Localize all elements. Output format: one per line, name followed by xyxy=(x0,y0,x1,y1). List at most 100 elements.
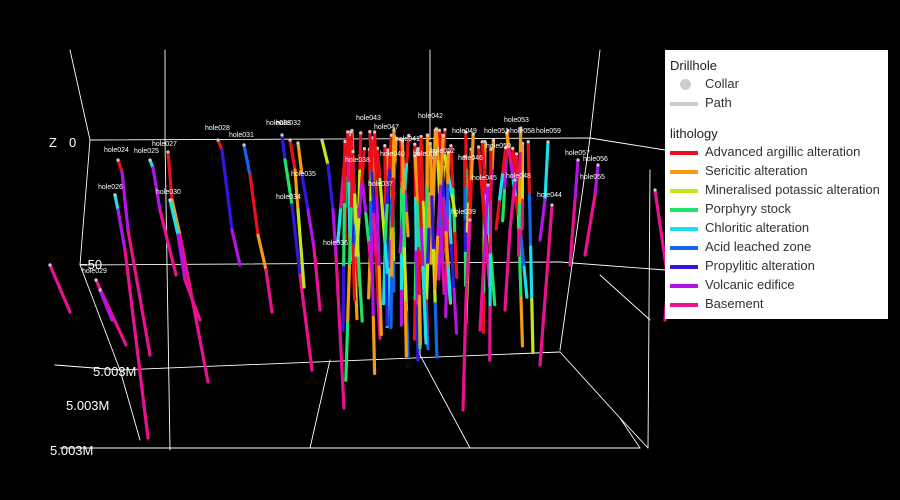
collar-marker[interactable] xyxy=(362,147,366,151)
collar-marker[interactable] xyxy=(505,131,509,135)
legend-item-path[interactable]: Path xyxy=(665,94,888,113)
collar-marker[interactable] xyxy=(419,134,423,139)
drillhole-path[interactable] xyxy=(520,141,525,231)
collar-marker[interactable] xyxy=(425,133,430,137)
drillhole-path[interactable] xyxy=(168,198,202,322)
collar-marker[interactable] xyxy=(514,152,519,156)
collar-marker[interactable] xyxy=(483,139,487,144)
collar-marker[interactable] xyxy=(168,198,172,202)
collar-marker[interactable] xyxy=(449,144,453,148)
collar-marker[interactable] xyxy=(596,163,600,167)
collar-marker[interactable] xyxy=(383,143,387,148)
collar-marker[interactable] xyxy=(443,127,447,132)
collar-marker[interactable] xyxy=(434,127,439,131)
collar-marker[interactable] xyxy=(94,278,98,282)
drillhole-path[interactable] xyxy=(478,183,490,332)
collar-marker[interactable] xyxy=(349,130,353,134)
drillhole-path[interactable] xyxy=(344,150,355,382)
drillhole-path[interactable] xyxy=(296,141,322,312)
collar-marker[interactable] xyxy=(98,288,102,292)
collar-marker[interactable] xyxy=(296,141,300,145)
drillhole-path[interactable] xyxy=(354,147,366,257)
collar-marker[interactable] xyxy=(491,138,496,142)
drillhole-path[interactable] xyxy=(341,139,347,332)
drillhole-path[interactable] xyxy=(116,158,152,357)
drillhole-path[interactable] xyxy=(216,138,242,267)
drillhole-path[interactable] xyxy=(583,163,600,257)
collar-marker[interactable] xyxy=(389,133,393,137)
drillhole-path[interactable] xyxy=(113,193,150,440)
collar-marker[interactable] xyxy=(464,130,468,134)
legend-item-lithology-5[interactable]: Acid leached zone xyxy=(665,238,888,257)
collar-marker[interactable] xyxy=(477,145,481,149)
collar-marker[interactable] xyxy=(116,158,120,162)
collar-marker[interactable] xyxy=(288,138,292,142)
collar-marker[interactable] xyxy=(386,148,390,152)
collar-marker[interactable] xyxy=(576,158,580,162)
legend-item-lithology-4[interactable]: Chloritic alteration xyxy=(665,219,888,238)
collar-marker[interactable] xyxy=(368,129,372,134)
collar-marker[interactable] xyxy=(148,158,152,162)
collar-marker[interactable] xyxy=(513,178,517,182)
drillhole-path[interactable] xyxy=(383,133,393,242)
drillhole-path[interactable] xyxy=(368,129,382,340)
collar-marker[interactable] xyxy=(441,133,445,138)
collar-marker[interactable] xyxy=(413,154,417,158)
drillhole-path[interactable] xyxy=(416,152,428,345)
collar-marker[interactable] xyxy=(463,155,467,159)
collar-marker[interactable] xyxy=(242,143,246,147)
drillhole-path[interactable] xyxy=(389,128,396,330)
drillhole-path[interactable] xyxy=(526,140,535,355)
drillhole-path[interactable] xyxy=(400,139,408,358)
legend-item-collar[interactable]: Collar xyxy=(665,75,888,94)
drillhole-path[interactable] xyxy=(280,133,314,372)
collar-marker[interactable] xyxy=(351,150,355,154)
collar-marker[interactable] xyxy=(486,183,490,187)
collar-marker[interactable] xyxy=(489,147,493,151)
drillhole-path[interactable] xyxy=(488,147,493,362)
collar-marker[interactable] xyxy=(480,140,484,144)
drillhole-path[interactable] xyxy=(494,146,508,231)
drillhole-path[interactable] xyxy=(538,203,554,367)
legend-item-lithology-7[interactable]: Volcanic edifice xyxy=(665,276,888,295)
drillhole-path[interactable] xyxy=(463,155,468,287)
drillhole-path[interactable] xyxy=(48,263,72,314)
legend-item-lithology-8[interactable]: Basement xyxy=(665,295,888,314)
collar-marker[interactable] xyxy=(373,130,377,134)
collar-marker[interactable] xyxy=(413,142,417,146)
collar-marker[interactable] xyxy=(437,128,442,132)
collar-marker[interactable] xyxy=(428,141,432,146)
collar-marker[interactable] xyxy=(359,131,363,135)
drillhole-path[interactable] xyxy=(503,178,517,312)
collar-marker[interactable] xyxy=(48,263,52,267)
collar-marker[interactable] xyxy=(511,146,515,150)
collar-marker[interactable] xyxy=(280,133,284,137)
collar-marker[interactable] xyxy=(343,139,347,144)
collar-marker[interactable] xyxy=(166,150,170,154)
collar-marker[interactable] xyxy=(446,150,450,155)
collar-marker[interactable] xyxy=(506,128,510,133)
drillhole-path[interactable] xyxy=(373,130,383,337)
collar-marker[interactable] xyxy=(526,140,530,144)
collar-marker[interactable] xyxy=(546,140,550,144)
collar-marker[interactable] xyxy=(468,218,472,222)
drillhole-path[interactable] xyxy=(517,126,523,258)
collar-marker[interactable] xyxy=(113,193,117,197)
drillhole-path[interactable] xyxy=(461,218,472,412)
collar-marker[interactable] xyxy=(519,126,523,130)
collar-marker[interactable] xyxy=(504,146,508,150)
collar-marker[interactable] xyxy=(346,130,350,134)
legend-item-lithology-6[interactable]: Propylitic alteration xyxy=(665,257,888,276)
drillhole-path[interactable] xyxy=(320,138,346,410)
collar-marker[interactable] xyxy=(550,203,554,207)
legend-item-lithology-3[interactable]: Porphyry stock xyxy=(665,200,888,219)
collar-marker[interactable] xyxy=(471,132,475,136)
collar-marker[interactable] xyxy=(416,152,420,156)
legend-item-lithology-0[interactable]: Advanced argillic alteration xyxy=(665,143,888,162)
drillhole-path[interactable] xyxy=(98,288,114,322)
drillhole-path[interactable] xyxy=(242,143,274,314)
collar-marker[interactable] xyxy=(407,133,411,138)
collar-marker[interactable] xyxy=(400,139,405,143)
collar-marker[interactable] xyxy=(216,138,220,142)
